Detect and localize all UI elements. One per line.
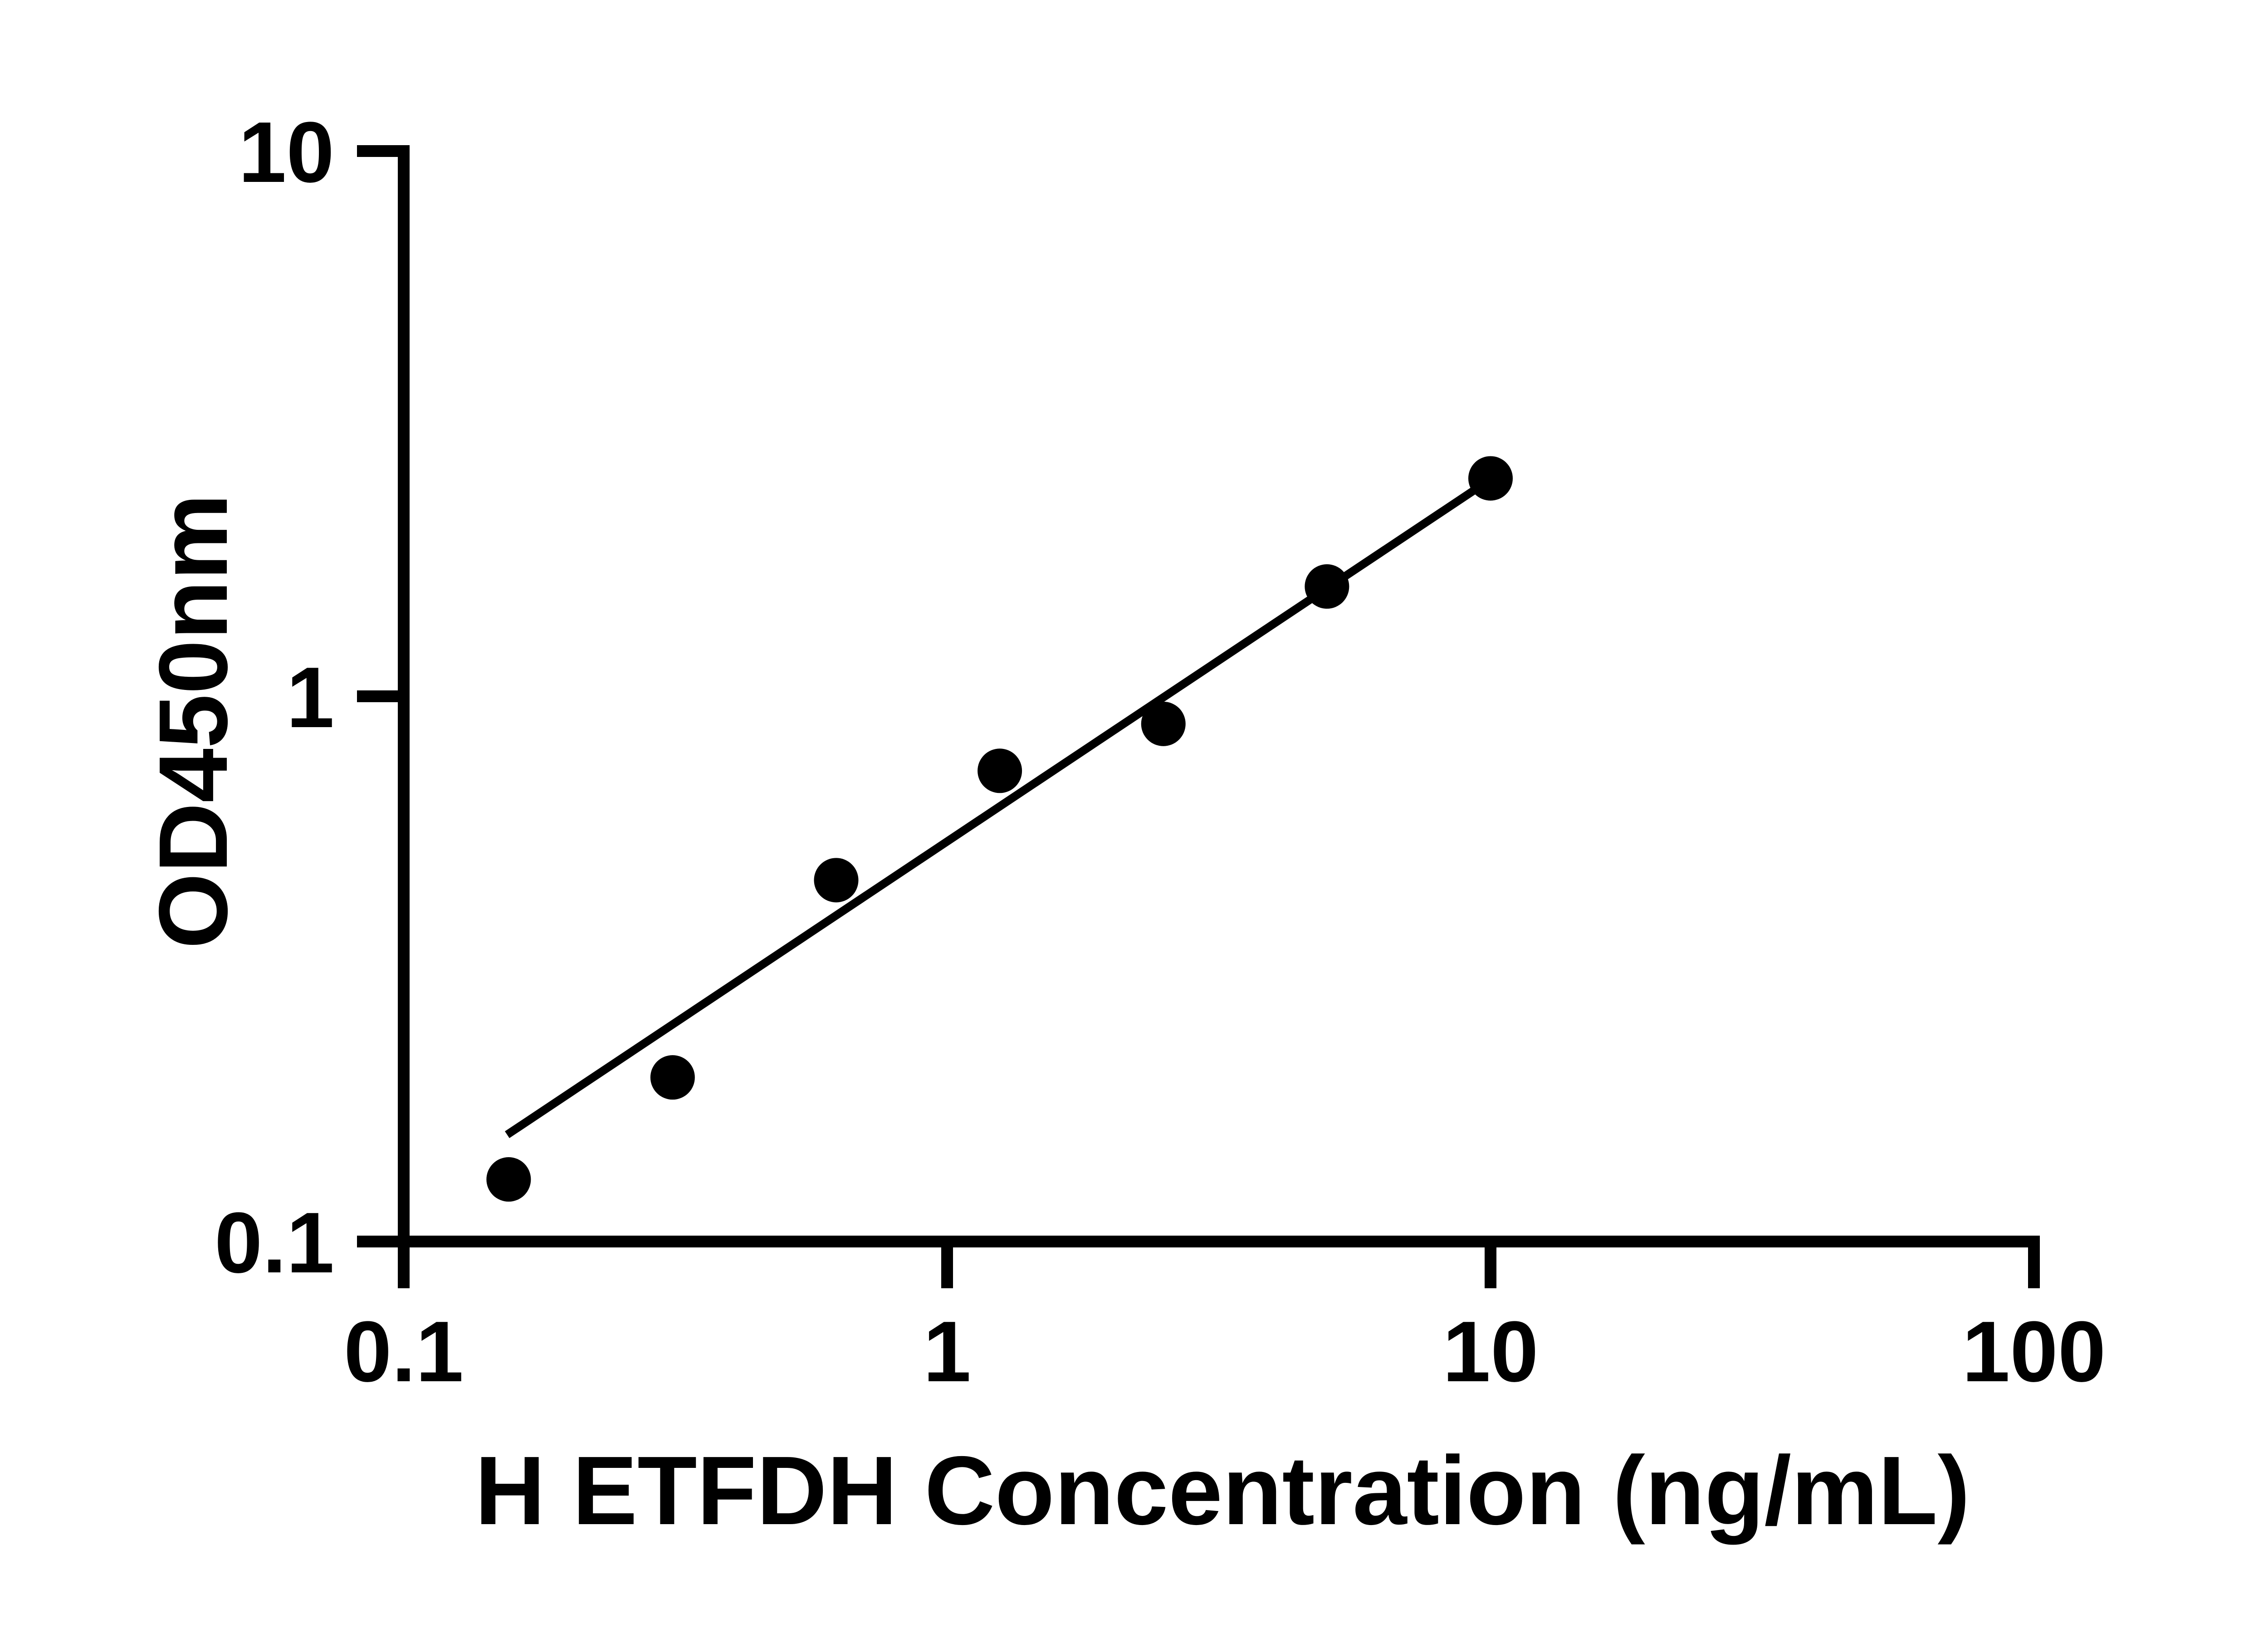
y-axis-title: OD450nm <box>138 494 248 949</box>
y-tick-label: 1 <box>286 650 334 746</box>
y-axis-ticks: 0.1 1 10 <box>215 104 398 1291</box>
data-point <box>1468 456 1513 501</box>
x-axis-ticks: 0.1 1 10 100 <box>344 1247 2106 1400</box>
data-point <box>1141 701 1186 746</box>
data-point <box>486 1157 531 1202</box>
y-tick-label: 0.1 <box>215 1195 334 1291</box>
data-points <box>486 456 1513 1202</box>
data-point <box>1305 564 1349 609</box>
x-tick-label: 1 <box>923 1304 971 1400</box>
x-tick-label: 100 <box>1962 1304 2106 1400</box>
x-tick-label: 0.1 <box>344 1304 464 1400</box>
x-axis-title: H ETFDH Concentration (ng/mL) <box>475 1436 1970 1545</box>
x-tick-label: 10 <box>1442 1304 1538 1400</box>
data-point <box>814 858 859 903</box>
data-point <box>650 1055 695 1100</box>
plot-area: 0.1 1 10 100 0.1 1 10 <box>215 104 2106 1400</box>
data-point <box>978 748 1022 793</box>
y-tick-label: 10 <box>239 104 334 200</box>
